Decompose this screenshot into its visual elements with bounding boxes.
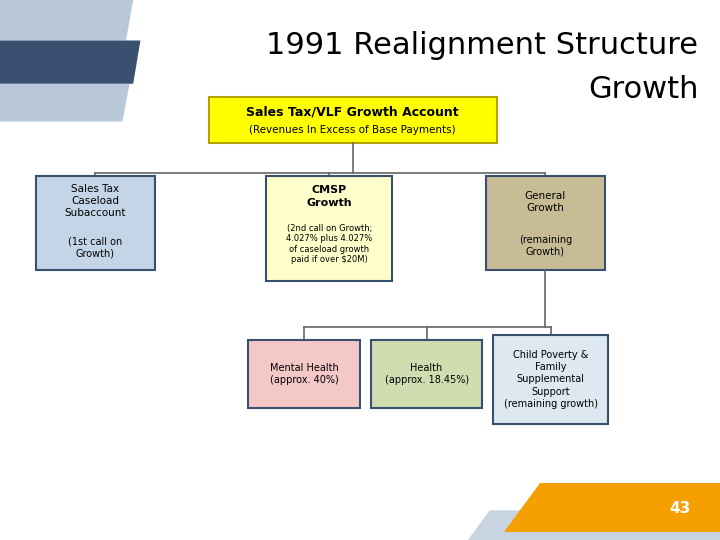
Text: Sales Tax
Caseload
Subaccount: Sales Tax Caseload Subaccount (65, 184, 126, 218)
Text: (2nd call on Growth;
4.027% plus 4.027%
of caseload growth
paid if over $20M): (2nd call on Growth; 4.027% plus 4.027% … (287, 224, 372, 264)
Text: (1st call on
Growth): (1st call on Growth) (68, 237, 122, 258)
Polygon shape (504, 483, 720, 532)
Text: General
Growth: General Growth (525, 191, 566, 213)
Polygon shape (518, 510, 720, 540)
Text: Sales Tax/VLF Growth Account: Sales Tax/VLF Growth Account (246, 105, 459, 118)
FancyBboxPatch shape (371, 340, 482, 408)
Text: CMSP
Growth: CMSP Growth (307, 185, 352, 208)
FancyBboxPatch shape (248, 340, 360, 408)
FancyBboxPatch shape (486, 176, 605, 270)
Polygon shape (0, 40, 140, 84)
Polygon shape (468, 510, 540, 540)
Text: Growth: Growth (588, 75, 698, 104)
Polygon shape (0, 84, 130, 122)
FancyBboxPatch shape (36, 176, 155, 270)
Text: 43: 43 (670, 501, 691, 516)
Polygon shape (0, 0, 133, 40)
Text: (remaining
Growth): (remaining Growth) (519, 234, 572, 256)
Text: Mental Health
(approx. 40%): Mental Health (approx. 40%) (270, 363, 338, 385)
Text: Health
(approx. 18.45%): Health (approx. 18.45%) (384, 363, 469, 385)
FancyBboxPatch shape (266, 176, 392, 281)
Text: Child Poverty &
Family
Supplemental
Support
(remaining growth): Child Poverty & Family Supplemental Supp… (504, 349, 598, 409)
FancyBboxPatch shape (209, 97, 497, 143)
FancyBboxPatch shape (493, 335, 608, 424)
Text: (Revenues In Excess of Base Payments): (Revenues In Excess of Base Payments) (250, 125, 456, 135)
Text: 1991 Realignment Structure: 1991 Realignment Structure (266, 31, 698, 60)
